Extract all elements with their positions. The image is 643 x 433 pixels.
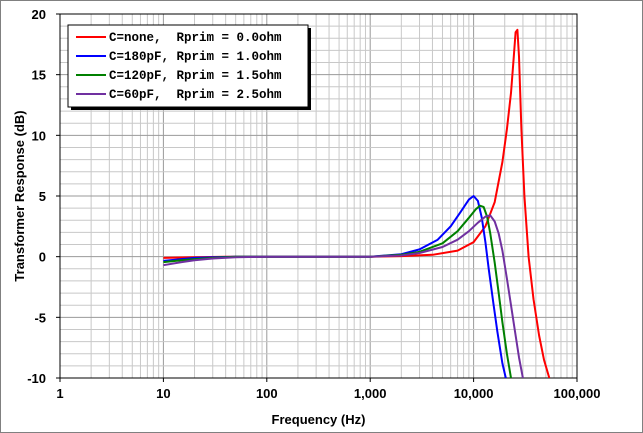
- legend: C=none, Rprim = 0.0ohm C=180pF, Rprim = 1…: [67, 24, 311, 110]
- x-tick-label: 1: [56, 386, 63, 401]
- y-tick-label: 5: [39, 189, 46, 204]
- y-tick-label: 15: [32, 68, 46, 83]
- y-tick-label: 10: [32, 128, 46, 143]
- y-axis-title: Transformer Response (dB): [12, 110, 27, 281]
- y-tick-label: 20: [32, 7, 46, 22]
- x-axis: 1 10 100 1,000 10,000 100,000: [56, 378, 601, 401]
- x-tick-label: 10: [156, 386, 170, 401]
- legend-label: C=none, Rprim = 0.0ohm: [109, 31, 282, 45]
- x-axis-title: Frequency (Hz): [272, 412, 366, 427]
- legend-box: [67, 24, 309, 108]
- series-line-4: [163, 214, 524, 378]
- y-tick-label: -5: [34, 310, 46, 325]
- x-tick-label: 1,000: [354, 386, 387, 401]
- x-tick-label: 100,000: [554, 386, 601, 401]
- legend-label: C=60pF, Rprim = 2.5ohm: [109, 88, 282, 102]
- x-tick-label: 10,000: [454, 386, 494, 401]
- legend-label: C=180pF, Rprim = 1.0ohm: [109, 50, 282, 64]
- series-line-2: [163, 195, 507, 378]
- legend-label: C=120pF, Rprim = 1.5ohm: [109, 69, 282, 83]
- series-group: [163, 28, 551, 378]
- y-axis: -10 -5 0 5 10 15 20: [27, 7, 60, 386]
- y-tick-label: 0: [39, 250, 46, 265]
- series-line-3: [163, 204, 512, 378]
- x-tick-label: 100: [256, 386, 278, 401]
- y-tick-label: -10: [27, 371, 46, 386]
